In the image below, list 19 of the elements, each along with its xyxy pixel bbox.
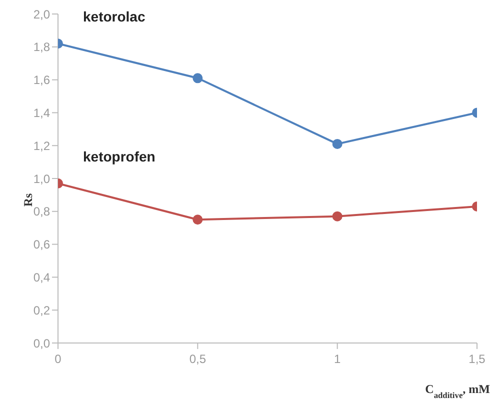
y-tick-label: 2,0 (33, 7, 50, 22)
y-tick-label: 1,0 (33, 172, 50, 186)
x-tick-label: 1 (334, 352, 341, 366)
y-tick-label: 0,6 (33, 238, 50, 252)
x-tick-label: 0,5 (189, 352, 206, 366)
x-tick-label: 1,5 (468, 352, 486, 366)
series-label: ketorolac (83, 8, 146, 25)
y-tick-label: 0,8 (33, 204, 50, 219)
x-axis-title: C$_{additive}$, mM (425, 382, 490, 400)
y-tick-label: 1,4 (33, 106, 50, 120)
y-tick-label: 0,2 (33, 303, 50, 318)
y-tick-label: 1,8 (33, 40, 50, 54)
x-tick-label: 0 (54, 352, 62, 366)
y-tick-label: 1,2 (33, 138, 50, 153)
y-tick-label: 1,6 (33, 73, 50, 88)
y-axis-title: Rs (21, 193, 35, 207)
series-label: ketoprofen (83, 148, 156, 164)
y-tick-label: 0,0 (33, 336, 50, 350)
y-tick-label: 0,4 (33, 270, 50, 284)
